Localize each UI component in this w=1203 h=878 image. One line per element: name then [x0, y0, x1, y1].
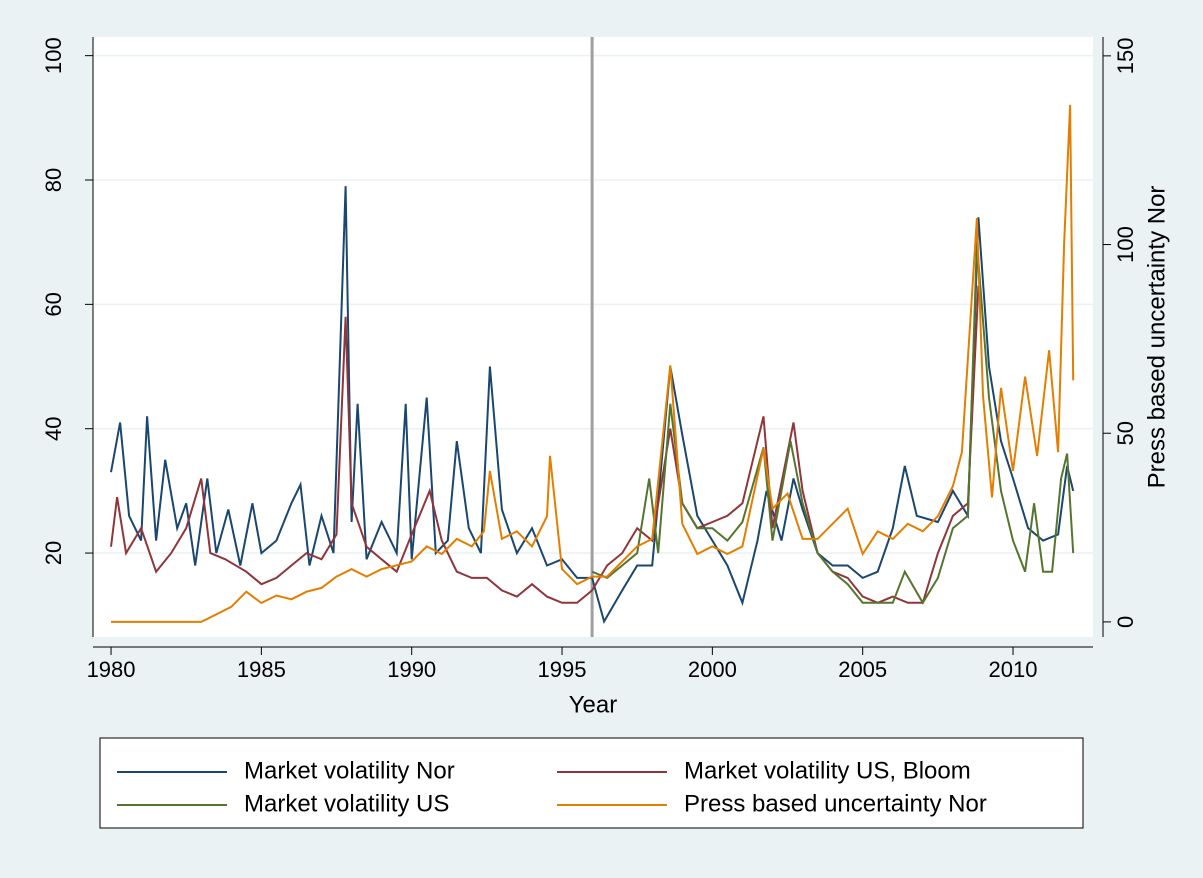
legend-label: Market volatility US, Bloom [684, 757, 971, 784]
y2-tick-label: 100 [1113, 226, 1138, 263]
series-line [591, 242, 1075, 605]
x-axis-title: Year [569, 691, 618, 718]
legend-label: Market volatility US [244, 790, 449, 817]
y2-axis-title: Press based uncertainty Nor [1143, 186, 1170, 489]
x-tick-label: 1980 [87, 657, 136, 682]
y-tick-label: 20 [41, 541, 66, 565]
y2-tick-label: 150 [1113, 38, 1138, 75]
x-tick-label: 1995 [538, 657, 587, 682]
x-tick-label: 1990 [387, 657, 436, 682]
y-tick-label: 60 [41, 292, 66, 316]
x-tick-label: 1985 [237, 657, 286, 682]
series-line [111, 104, 1075, 623]
y2-tick-label: 0 [1113, 616, 1138, 628]
series-line [110, 186, 1075, 625]
legend-label: Press based uncertainty Nor [684, 790, 987, 817]
x-tick-label: 2010 [989, 657, 1038, 682]
y-tick-label: 100 [41, 37, 66, 74]
y-tick-label: 80 [41, 168, 66, 192]
legend [99, 737, 1084, 829]
y-tick-label: 40 [41, 416, 66, 440]
x-tick-label: 2005 [838, 657, 887, 682]
legend-label: Market volatility Nor [244, 757, 455, 784]
y2-tick-label: 50 [1113, 421, 1138, 445]
x-tick-label: 2000 [688, 657, 737, 682]
